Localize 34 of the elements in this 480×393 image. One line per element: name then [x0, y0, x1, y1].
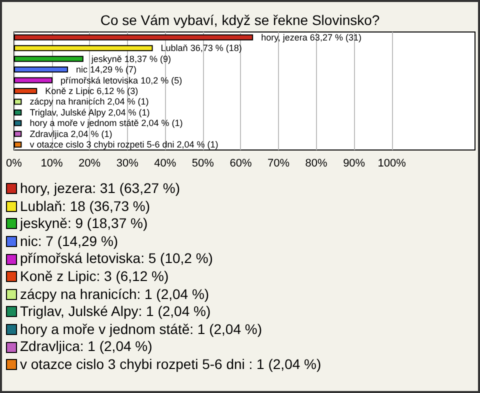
x-tick-label: 40% — [154, 158, 176, 170]
x-tick-label: 100% — [378, 158, 406, 170]
text: Zdravljica: 1 (2,04 %) — [20, 338, 152, 356]
x-tick-label: 0% — [6, 158, 22, 170]
category-label: zácpy na hranicích 2,04 % (1) — [30, 96, 149, 107]
category-label: Koně z Lipic 6,12 % (3) — [45, 86, 138, 96]
category-label: hory, jezera 63,27 % (31) — [261, 32, 362, 42]
x-tick-label: 30% — [116, 158, 139, 170]
text: zácpy na hranicích: 1 (2,04 %) — [20, 286, 210, 304]
x-tick-label: 10% — [40, 158, 64, 170]
category-label: přímořská letoviska 10,2 % (5) — [60, 75, 182, 86]
category-label: hory a moře v jednom státě 2,04 % (1) — [30, 118, 183, 128]
x-tick-label: 60% — [230, 158, 252, 170]
text: hory, jezera: 31 (63,27 %) — [20, 180, 180, 198]
x-tick-label: 20% — [78, 158, 101, 170]
chart-title: Co se Vám vybaví, když se řekne Slovinsko? — [100, 12, 380, 28]
text: nic: 7 (14,29 %) — [20, 232, 118, 250]
x-tick-label: 80% — [305, 158, 328, 170]
text: hory a moře v jednom státě: 1 (2,04 %) — [20, 320, 262, 338]
x-tick-label: 50% — [192, 158, 214, 170]
text: Triglav, Julské Alpy: 1 (2,04 %) — [20, 303, 211, 321]
text: Lublaň: 18 (36,73 %) — [20, 198, 150, 216]
text: přímořská letoviska: 5 (10,2 %) — [20, 250, 213, 268]
category-label: jeskyně 18,37 % (9) — [91, 54, 171, 64]
x-tick-label: 70% — [267, 158, 290, 170]
text: Koně z Lipic: 3 (6,12 %) — [20, 268, 169, 286]
category-label: Lublaň 36,73 % (18) — [160, 43, 242, 54]
text: v otazce cislo 3 chybi rozpeti 5-6 dni : 1 (2,04 %) — [20, 356, 322, 374]
x-tick-label: 90% — [343, 158, 366, 170]
text: jeskyně: 9 (18,37 %) — [20, 215, 148, 233]
category-label: Zdravljica 2,04 % (1) — [30, 128, 112, 139]
category-label: nic 14,29 % (7) — [76, 64, 137, 75]
category-label: Triglav, Julské Alpy 2,04 % (1) — [30, 107, 150, 118]
category-label: v otazce cislo 3 chybi rozpeti 5-6 dni 2,04 % (1) — [30, 140, 218, 150]
